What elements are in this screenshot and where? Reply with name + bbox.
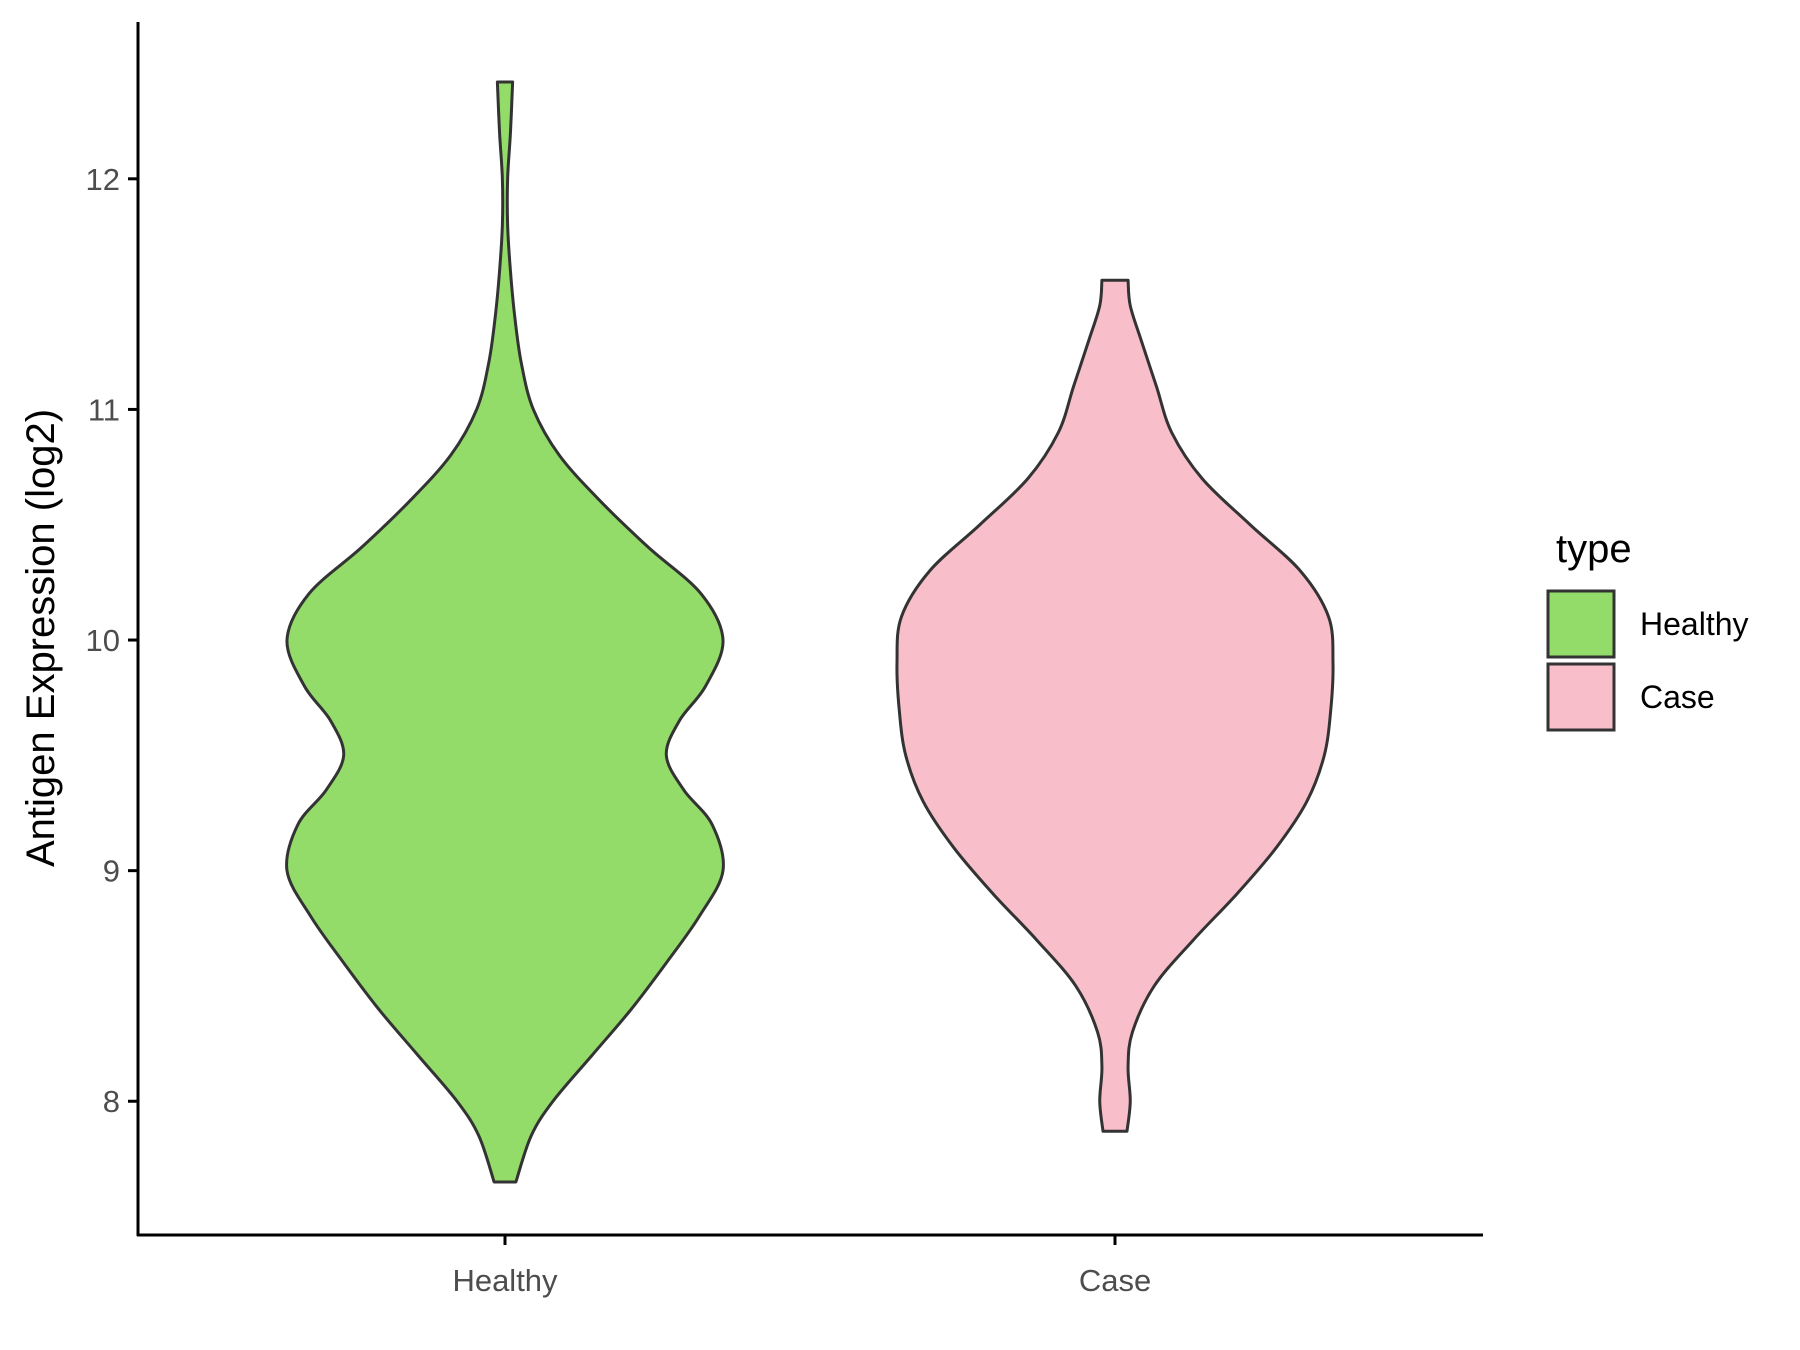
legend-swatch-case (1546, 662, 1616, 732)
legend-entries: Healthy Case (1546, 589, 1749, 732)
y-tick-label: 10 (86, 623, 120, 658)
y-tick-label: 11 (88, 392, 120, 427)
violin-healthy (285, 80, 725, 1184)
violins-layer (285, 80, 1335, 1184)
y-tick-label: 8 (103, 1084, 120, 1119)
y-axis-title: Antigen Expression (log2) (19, 409, 63, 867)
y-tick-label: 12 (86, 162, 120, 197)
x-tick-label: Healthy (452, 1263, 558, 1298)
x-ticks: Healthy Case (452, 1235, 1151, 1298)
y-ticks: 8 9 10 11 12 (86, 162, 138, 1119)
x-tick-label: Case (1079, 1263, 1151, 1298)
legend-label-case: Case (1640, 679, 1715, 715)
legend: type Healthy Case (1546, 527, 1749, 732)
legend-title: type (1556, 527, 1632, 571)
legend-label-healthy: Healthy (1640, 606, 1749, 642)
violin-case (895, 278, 1335, 1133)
legend-swatch-healthy (1546, 589, 1616, 659)
y-tick-label: 9 (103, 854, 120, 889)
